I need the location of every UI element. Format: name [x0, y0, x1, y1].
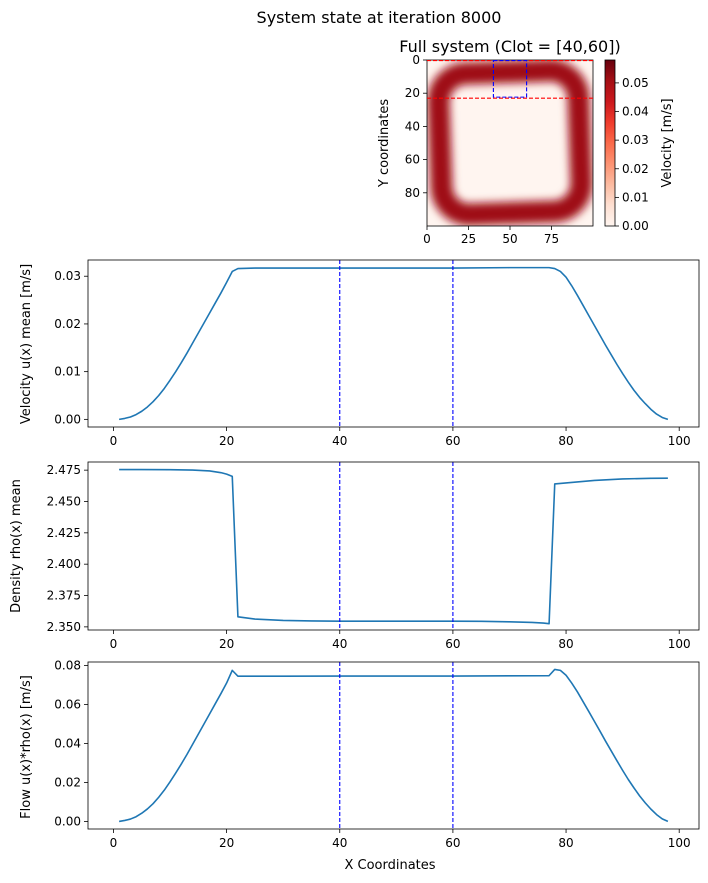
series-line — [118, 668, 669, 823]
colorbar-tick-label: 0.04 — [622, 105, 649, 119]
xtick-label: 0 — [110, 836, 118, 850]
axes-frame — [87, 661, 700, 830]
heatmap-xtick-label: 50 — [502, 232, 517, 246]
xtick-label: 60 — [445, 434, 460, 448]
axes-frame — [87, 259, 700, 428]
heatmap-ytick-label: 60 — [405, 153, 420, 167]
xtick-label: 100 — [668, 637, 691, 651]
xtick-label: 100 — [668, 836, 691, 850]
heatmap-ytick-label: 40 — [405, 119, 420, 133]
heatmap-xtick-label: 0 — [423, 232, 431, 246]
series-line — [119, 468, 668, 625]
ytick-label: 2.450 — [47, 494, 81, 508]
colorbar-label: Velocity [m/s] — [660, 98, 675, 187]
ytick-label: 0.02 — [54, 775, 81, 789]
density-ylabel: Density rho(x) mean — [9, 479, 24, 613]
xtick-label: 40 — [332, 434, 347, 448]
axes-frame — [87, 461, 700, 631]
xtick-label: 0 — [110, 434, 118, 448]
heatmap-xtick-label: 75 — [544, 232, 559, 246]
colorbar-tick-label: 0.01 — [622, 190, 649, 204]
xtick-label: 80 — [558, 637, 573, 651]
ytick-label: 0.00 — [54, 814, 81, 828]
heatmap-ytick-label: 20 — [405, 86, 420, 100]
xtick-label: 80 — [558, 836, 573, 850]
xtick-label: 20 — [219, 434, 234, 448]
colorbar-tick-label: 0.00 — [622, 219, 649, 233]
heatmap-ytick-label: 80 — [405, 186, 420, 200]
heatmap-image — [427, 60, 593, 226]
series-line — [118, 266, 669, 421]
colorbar-tick-label: 0.03 — [622, 133, 649, 147]
flow-panel: Flow u(x)*rho(x) [m/s] X Coordinates 0 20… — [19, 659, 700, 873]
clot-box — [492, 60, 528, 98]
xtick-label: 40 — [332, 637, 347, 651]
ytick-label: 2.425 — [47, 526, 81, 540]
colorbar-tick-label: 0.05 — [622, 76, 649, 90]
velocity-ylabel: Velocity u(x) mean [m/s] — [19, 264, 34, 424]
xtick-label: 80 — [558, 434, 573, 448]
colorbar-tick-label: 0.02 — [622, 162, 649, 176]
ytick-label: 0.08 — [54, 659, 81, 673]
xtick-label: 20 — [219, 836, 234, 850]
xtick-label: 0 — [110, 637, 118, 651]
ytick-label: 0.04 — [54, 736, 81, 750]
ytick-label: 0.00 — [54, 412, 81, 426]
ytick-label: 0.06 — [54, 697, 81, 711]
heatmap-title: Full system (Clot = [40,60]) — [399, 37, 620, 56]
colorbar — [604, 59, 616, 227]
flow-xlabel: X Coordinates — [344, 858, 435, 873]
ytick-label: 2.350 — [47, 620, 81, 634]
figure-suptitle: System state at iteration 8000 — [257, 8, 502, 27]
heatmap-ylabel: Y coordinates — [377, 99, 392, 188]
velocity-panel: Velocity u(x) mean [m/s] 0 20 40 60 80 100 0.0… — [19, 259, 700, 448]
heatmap-panel: Full system (Clot = [40,60]) 0 25 50 75 0 20 4… — [377, 37, 675, 246]
ytick-label: 2.375 — [47, 589, 81, 603]
ytick-label: 2.400 — [47, 557, 81, 571]
xtick-label: 60 — [445, 637, 460, 651]
flow-ylabel: Flow u(x)*rho(x) [m/s] — [19, 675, 34, 819]
heatmap-ytick-label: 0 — [412, 53, 420, 67]
xtick-label: 20 — [219, 637, 234, 651]
ytick-label: 2.475 — [47, 463, 81, 477]
ytick-label: 0.03 — [54, 269, 81, 283]
heatmap-xtick-label: 25 — [461, 232, 476, 246]
ytick-label: 0.01 — [54, 365, 81, 379]
heatmap-ring — [427, 60, 593, 226]
density-panel: Density rho(x) mean 0 20 40 60 80 100 2.350 2.3… — [9, 461, 700, 651]
xtick-label: 100 — [668, 434, 691, 448]
ytick-label: 0.02 — [54, 317, 81, 331]
xtick-label: 40 — [332, 836, 347, 850]
xtick-label: 60 — [445, 836, 460, 850]
